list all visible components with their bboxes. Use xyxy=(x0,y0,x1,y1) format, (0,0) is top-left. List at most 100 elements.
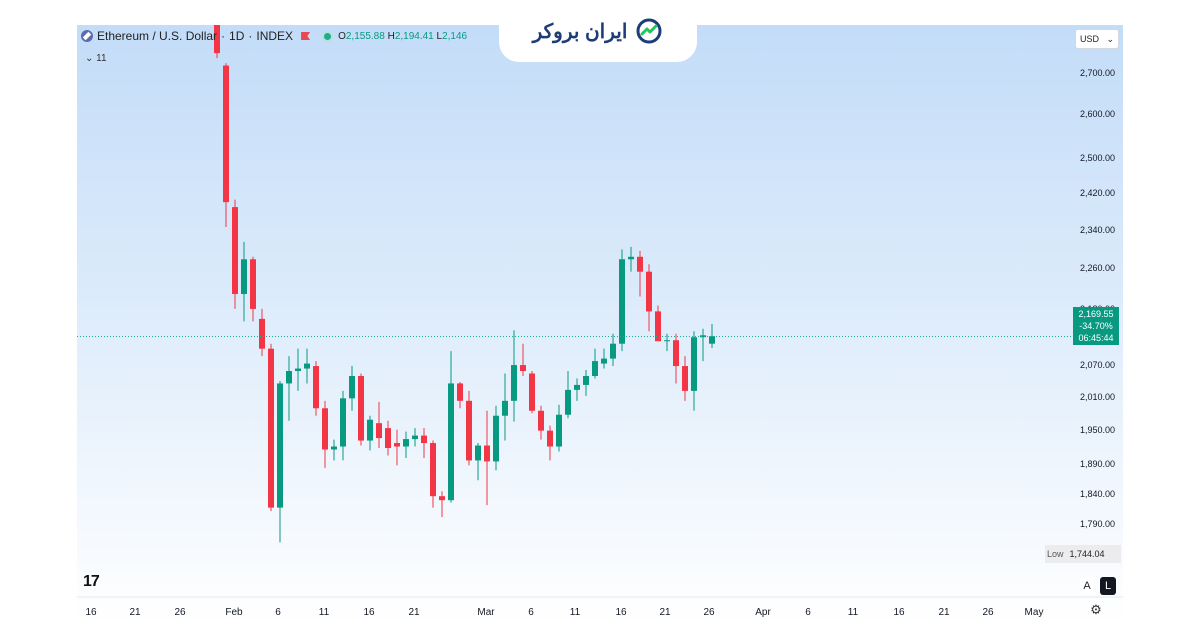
candle-body[interactable] xyxy=(529,373,535,411)
candle-body[interactable] xyxy=(502,400,508,416)
time-tick-label: 16 xyxy=(615,607,627,618)
candle-body[interactable] xyxy=(475,445,481,461)
flag-icon[interactable] xyxy=(301,32,311,40)
candle-body[interactable] xyxy=(592,361,598,376)
candle-body[interactable] xyxy=(646,271,652,312)
candle-body[interactable] xyxy=(367,419,373,441)
time-tick-label: 26 xyxy=(982,607,994,618)
time-tick-label: May xyxy=(1025,607,1044,618)
time-tick-label: 21 xyxy=(659,607,671,618)
candle-body[interactable] xyxy=(457,383,463,401)
candle-body[interactable] xyxy=(583,375,589,385)
high-value: 2,194.41 xyxy=(394,30,434,42)
last-price-value: 2,169.55 xyxy=(1078,309,1114,319)
time-tick-label: 6 xyxy=(805,607,811,618)
candle-body[interactable] xyxy=(619,259,625,344)
time-tick-label: Apr xyxy=(755,607,771,618)
candle-body[interactable] xyxy=(709,336,715,344)
candle-body[interactable] xyxy=(286,371,292,384)
candle-body[interactable] xyxy=(394,443,400,447)
candle-body[interactable] xyxy=(664,340,670,342)
candle-body[interactable] xyxy=(601,358,607,364)
candle-body[interactable] xyxy=(322,408,328,450)
gear-icon[interactable]: ⚙ xyxy=(1090,602,1102,617)
candle-body[interactable] xyxy=(682,366,688,391)
chevron-down-icon[interactable]: ⌄ xyxy=(85,53,94,64)
time-tick-label: 6 xyxy=(528,607,534,618)
legend-separator: · xyxy=(221,29,226,43)
candle-body[interactable] xyxy=(430,443,436,497)
candle-body[interactable] xyxy=(439,496,445,501)
time-tick-label: 26 xyxy=(174,607,186,618)
candle-body[interactable] xyxy=(295,368,301,372)
candle-body[interactable] xyxy=(628,256,634,260)
candle-body[interactable] xyxy=(385,428,391,449)
time-tick-label: 16 xyxy=(85,607,97,618)
time-tick-label: 16 xyxy=(893,607,905,618)
chart-pane[interactable]: 2,700.00 2,600.00 2,500.00 2,420.00 2,340.00… xyxy=(77,25,1123,625)
candle-body[interactable] xyxy=(691,337,697,391)
candle-body[interactable] xyxy=(259,318,265,349)
price-tick-label: 2,070.00 xyxy=(1080,360,1115,370)
candle-body[interactable] xyxy=(304,363,310,369)
candle-body[interactable] xyxy=(277,383,283,508)
candle-body[interactable] xyxy=(493,415,499,462)
candle-body[interactable] xyxy=(655,311,661,342)
candle-body[interactable] xyxy=(412,435,418,440)
symbol-name[interactable]: Ethereum / U.S. Dollar xyxy=(97,29,218,43)
ohlc-values: O2,155.88 H2,194.41 L2,146 xyxy=(338,31,467,42)
candle-body[interactable] xyxy=(358,375,364,441)
price-tick-label: 2,010.00 xyxy=(1080,392,1115,402)
candle-body[interactable] xyxy=(421,435,427,444)
auto-scale-button[interactable]: A xyxy=(1080,577,1094,595)
candle-body[interactable] xyxy=(700,335,706,338)
candle-body[interactable] xyxy=(547,430,553,447)
time-tick-label: 11 xyxy=(319,607,330,618)
low-marker: Low 1,744.04 xyxy=(1045,545,1121,563)
candle-body[interactable] xyxy=(313,366,319,409)
price-axis[interactable]: 2,700.00 2,600.00 2,500.00 2,420.00 2,340.00… xyxy=(1080,68,1115,529)
indicators-toggle[interactable]: ⌄ 11 xyxy=(85,53,107,64)
candle-body[interactable] xyxy=(268,348,274,508)
candle-body[interactable] xyxy=(520,365,526,372)
currency-value: USD xyxy=(1080,34,1100,44)
candle-body[interactable] xyxy=(331,446,337,450)
candle-body[interactable] xyxy=(637,256,643,272)
interval-label[interactable]: 1D xyxy=(229,29,245,43)
candle-body[interactable] xyxy=(511,365,517,401)
candle-body[interactable] xyxy=(241,259,247,295)
time-tick-label: 21 xyxy=(408,607,420,618)
candle-body[interactable] xyxy=(448,383,454,501)
candle-body[interactable] xyxy=(232,207,238,295)
candle-body[interactable] xyxy=(403,439,409,447)
price-tick-label: 1,840.00 xyxy=(1080,489,1115,499)
time-tick-label: 21 xyxy=(129,607,141,618)
candle-body[interactable] xyxy=(349,375,355,399)
candle-body[interactable] xyxy=(214,25,220,54)
candle-body[interactable] xyxy=(223,65,229,203)
candle-body[interactable] xyxy=(484,445,490,462)
candle-body[interactable] xyxy=(556,414,562,447)
currency-selector[interactable]: USD ⌄ xyxy=(1075,29,1119,49)
tradingview-logo-icon[interactable]: 17 xyxy=(83,573,100,590)
price-tick-label: 2,500.00 xyxy=(1080,153,1115,163)
candle-body[interactable] xyxy=(538,410,544,431)
brand-badge: ایران بروکر xyxy=(499,0,697,62)
candle-body[interactable] xyxy=(673,340,679,367)
candle-body[interactable] xyxy=(466,400,472,461)
time-axis[interactable]: 16 21 26 Feb 6 11 16 21 Mar 6 11 16 21 26 Apr 6 11 16 21 26… xyxy=(77,596,1123,618)
open-value: 2,155.88 xyxy=(345,30,385,42)
log-scale-button[interactable]: L xyxy=(1100,577,1116,595)
symbol-legend[interactable]: Ethereum / U.S. Dollar · 1D · INDEX O2,1… xyxy=(81,29,467,43)
candle-body[interactable] xyxy=(376,423,382,439)
candle-body[interactable] xyxy=(610,343,616,359)
candle-body[interactable] xyxy=(565,389,571,415)
candle-body[interactable] xyxy=(340,398,346,447)
price-tick-label: 2,700.00 xyxy=(1080,68,1115,78)
open-label: O xyxy=(338,30,346,42)
price-tick-label: 2,340.00 xyxy=(1080,225,1115,235)
price-tick-label: 1,950.00 xyxy=(1080,425,1115,435)
candle-body[interactable] xyxy=(250,259,256,309)
candlestick-chart[interactable]: 2,700.00 2,600.00 2,500.00 2,420.00 2,340.00… xyxy=(77,25,1123,625)
candle-body[interactable] xyxy=(574,384,580,390)
